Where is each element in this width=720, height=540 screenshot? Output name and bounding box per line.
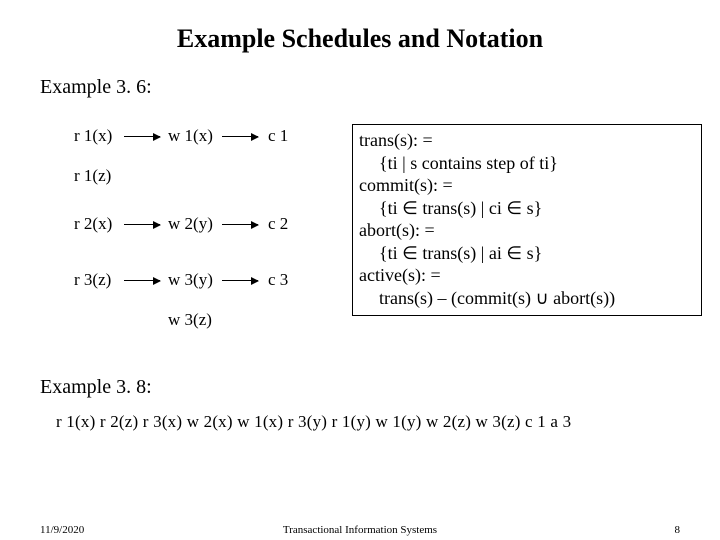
schedule-diagram: r 1(x) w 1(x) c 1 r 1(z) r 2(x) w 2(y) c…: [56, 118, 356, 348]
node-r1x: r 1(x): [74, 126, 112, 146]
node-w3z: w 3(z): [168, 310, 212, 330]
node-c2: c 2: [268, 214, 288, 234]
arrow: [222, 280, 258, 281]
arrow: [124, 224, 160, 225]
example-a-label: Example 3. 6:: [0, 70, 720, 107]
def-line: {ti | s contains step of ti}: [359, 152, 695, 175]
node-c1: c 1: [268, 126, 288, 146]
node-r1z: r 1(z): [74, 166, 111, 186]
node-r3z: r 3(z): [74, 270, 111, 290]
footer-page: 8: [675, 524, 681, 536]
definitions-box: trans(s): = {ti | s contains step of ti}…: [352, 124, 702, 316]
arrow: [124, 280, 160, 281]
def-line: {ti ∈ trans(s) | ai ∈ s}: [359, 242, 695, 265]
node-w1x: w 1(x): [168, 126, 213, 146]
node-c3: c 3: [268, 270, 288, 290]
def-line: {ti ∈ trans(s) | ci ∈ s}: [359, 197, 695, 220]
def-line: trans(s) – (commit(s) ∪ abort(s)): [359, 287, 695, 310]
arrow: [124, 136, 160, 137]
arrow: [222, 224, 258, 225]
example-b-label: Example 3. 8:: [40, 376, 152, 399]
node-w2y: w 2(y): [168, 214, 213, 234]
def-line: active(s): =: [359, 264, 695, 287]
def-line: trans(s): =: [359, 129, 695, 152]
schedule-b: r 1(x) r 2(z) r 3(x) w 2(x) w 1(x) r 3(y…: [56, 412, 571, 432]
node-r2x: r 2(x): [74, 214, 112, 234]
arrow: [222, 136, 258, 137]
def-line: commit(s): =: [359, 174, 695, 197]
footer-center: Transactional Information Systems: [0, 524, 720, 536]
def-line: abort(s): =: [359, 219, 695, 242]
node-w3y: w 3(y): [168, 270, 213, 290]
slide-title: Example Schedules and Notation: [0, 0, 720, 70]
